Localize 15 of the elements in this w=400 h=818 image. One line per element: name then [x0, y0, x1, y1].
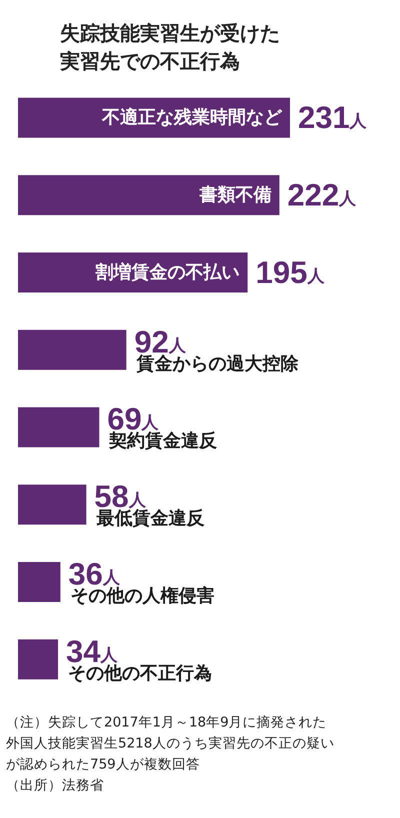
annotation: （注）失踪して2017年1月～18年9月に摘発された外国人技能実習生5218人のうち実習先の不正の疑いが認められた759人が複数回答 — [6, 714, 334, 772]
y-tick-label: 割増賃金の不払い — [94, 260, 240, 283]
bar — [18, 175, 280, 216]
data-label: 222人 — [287, 178, 358, 213]
bar — [18, 639, 58, 680]
text: （出所）法務省 — [6, 778, 104, 794]
chart-title: 失踪技能実習生が受けた実習先での不正行為 — [59, 21, 280, 73]
y-tick-label: 不適正な残業時間など — [101, 107, 283, 128]
bar — [18, 330, 126, 370]
bar — [18, 562, 60, 602]
bar — [18, 484, 86, 525]
data-label: 231人 — [298, 100, 368, 136]
data-label: 195人 — [256, 254, 326, 290]
bar — [18, 407, 100, 448]
y-tick-label: 書類不備 — [198, 184, 272, 206]
